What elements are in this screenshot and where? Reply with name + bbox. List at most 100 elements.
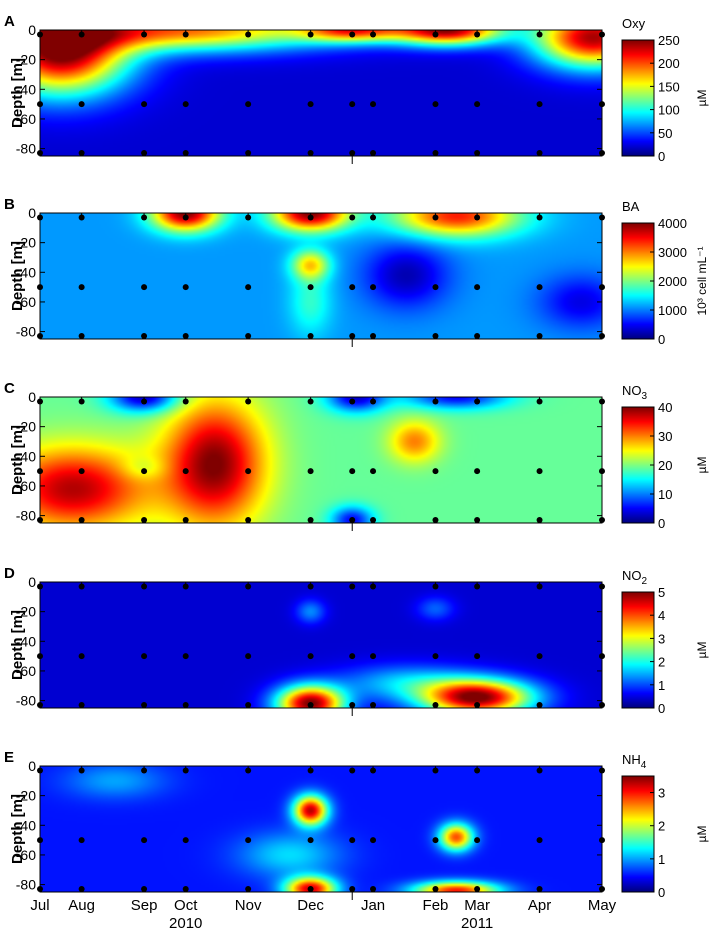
colorbar-tick-label: 40 bbox=[658, 400, 672, 415]
sample-point bbox=[432, 837, 439, 844]
sample-point bbox=[245, 333, 252, 340]
sample-point bbox=[78, 284, 85, 291]
panel-letter: A bbox=[4, 13, 15, 30]
colorbar-title: Oxy bbox=[622, 16, 646, 31]
colorbar-tick-label: 20 bbox=[658, 458, 672, 473]
sample-point bbox=[78, 468, 85, 475]
colorbar-title-sub: 3 bbox=[642, 391, 648, 402]
sample-point bbox=[474, 583, 481, 590]
colorbar-tick-label: 4000 bbox=[658, 216, 687, 231]
sample-point bbox=[432, 653, 439, 660]
sample-point bbox=[599, 101, 605, 108]
sample-point bbox=[536, 886, 543, 893]
colorbar-tick-label: 50 bbox=[658, 126, 672, 141]
axes-box bbox=[39, 396, 603, 524]
sample-point bbox=[370, 31, 377, 38]
sample-point bbox=[432, 517, 439, 524]
sample-point bbox=[599, 214, 605, 221]
colorbar-tick-label: 3 bbox=[658, 631, 665, 646]
sample-point bbox=[37, 653, 43, 660]
sample-point bbox=[432, 333, 439, 340]
sample-point bbox=[474, 767, 481, 774]
y-tick-label: -80 bbox=[16, 141, 36, 157]
heatmap-c bbox=[40, 397, 602, 523]
colorbar-tick-label: 100 bbox=[658, 103, 680, 118]
sample-point bbox=[349, 150, 356, 157]
month-label: Jan bbox=[361, 897, 385, 914]
colorbar-tick-label: 1000 bbox=[658, 303, 687, 318]
colorbar-title-sub: 4 bbox=[641, 760, 647, 771]
y-tick-label: -80 bbox=[16, 508, 36, 524]
sample-point bbox=[599, 517, 605, 524]
sample-point bbox=[370, 837, 377, 844]
sample-point bbox=[370, 284, 377, 291]
sample-point bbox=[141, 767, 148, 774]
colorbar-tick-label: 3 bbox=[658, 786, 665, 801]
sample-point bbox=[349, 517, 356, 524]
heatmap-d bbox=[40, 582, 602, 708]
y-tick-label: -20 bbox=[16, 788, 36, 804]
sample-point bbox=[474, 702, 481, 709]
sample-point bbox=[37, 517, 43, 524]
sample-point bbox=[474, 101, 481, 108]
month-label: Apr bbox=[528, 897, 551, 914]
sample-point bbox=[536, 583, 543, 590]
y-tick-label: -20 bbox=[16, 235, 36, 251]
sample-point bbox=[37, 101, 43, 108]
panel-letter: E bbox=[4, 749, 14, 766]
sample-point bbox=[474, 214, 481, 221]
sample-point bbox=[78, 398, 85, 405]
y-axis-label: Depth [m] bbox=[9, 610, 26, 680]
y-tick-label: -40 bbox=[16, 264, 36, 280]
sample-point bbox=[432, 702, 439, 709]
month-label: Jul bbox=[30, 897, 49, 914]
sample-point bbox=[370, 767, 377, 774]
sample-point bbox=[141, 150, 148, 157]
sample-point bbox=[536, 214, 543, 221]
sample-point bbox=[536, 101, 543, 108]
colorbar-tick-label: 0 bbox=[658, 149, 665, 164]
colorbar-tick-label: 10 bbox=[658, 487, 672, 502]
sample-point bbox=[307, 31, 314, 38]
sample-point bbox=[474, 837, 481, 844]
sample-point bbox=[370, 653, 377, 660]
y-axis-label: Depth [m] bbox=[9, 794, 26, 864]
sample-point bbox=[474, 517, 481, 524]
month-label: May bbox=[588, 897, 617, 914]
sample-point bbox=[182, 767, 189, 774]
colorbar-tick-label: 30 bbox=[658, 429, 672, 444]
month-label: Mar bbox=[464, 897, 490, 914]
sample-point bbox=[432, 886, 439, 893]
sample-point bbox=[141, 653, 148, 660]
sample-point bbox=[37, 767, 43, 774]
y-tick-label: -40 bbox=[16, 817, 36, 833]
sample-point bbox=[474, 284, 481, 291]
year-labels: 2010 2011 bbox=[169, 915, 493, 932]
sample-point bbox=[141, 886, 148, 893]
sample-point bbox=[37, 150, 43, 157]
sample-point bbox=[599, 653, 605, 660]
y-tick-label: -80 bbox=[16, 877, 36, 893]
sample-point bbox=[349, 886, 356, 893]
sample-point bbox=[307, 653, 314, 660]
colorbar-tick-label: 250 bbox=[658, 33, 680, 48]
sample-point bbox=[245, 886, 252, 893]
y-tick-label: -20 bbox=[16, 419, 36, 435]
colorbar bbox=[622, 776, 654, 892]
sample-point bbox=[536, 284, 543, 291]
sample-point bbox=[370, 398, 377, 405]
month-label: Dec bbox=[297, 897, 324, 914]
sample-point bbox=[78, 101, 85, 108]
month-label: Feb bbox=[423, 897, 449, 914]
sample-point bbox=[182, 468, 189, 475]
sample-point bbox=[182, 150, 189, 157]
sample-point bbox=[536, 150, 543, 157]
sample-point bbox=[349, 468, 356, 475]
sample-point bbox=[37, 214, 43, 221]
sample-point bbox=[307, 517, 314, 524]
sample-point bbox=[474, 31, 481, 38]
